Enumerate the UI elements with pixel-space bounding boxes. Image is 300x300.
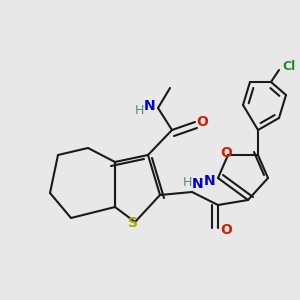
Text: N: N: [192, 177, 204, 191]
Text: H: H: [134, 103, 144, 116]
Text: O: O: [220, 146, 232, 160]
Text: H: H: [182, 176, 192, 188]
Text: N: N: [144, 99, 156, 113]
Text: O: O: [196, 115, 208, 129]
Text: O: O: [220, 223, 232, 237]
Text: Cl: Cl: [282, 59, 296, 73]
Text: N: N: [204, 174, 216, 188]
Text: S: S: [128, 216, 138, 230]
